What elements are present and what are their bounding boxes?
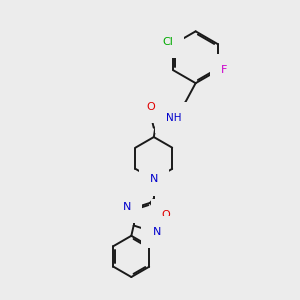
Text: N: N <box>150 174 158 184</box>
Text: NH: NH <box>166 113 181 123</box>
Text: F: F <box>221 65 228 75</box>
Text: Cl: Cl <box>163 37 173 47</box>
Text: N: N <box>152 227 161 237</box>
Text: O: O <box>147 102 156 112</box>
Text: N: N <box>123 202 131 212</box>
Text: O: O <box>162 210 171 220</box>
